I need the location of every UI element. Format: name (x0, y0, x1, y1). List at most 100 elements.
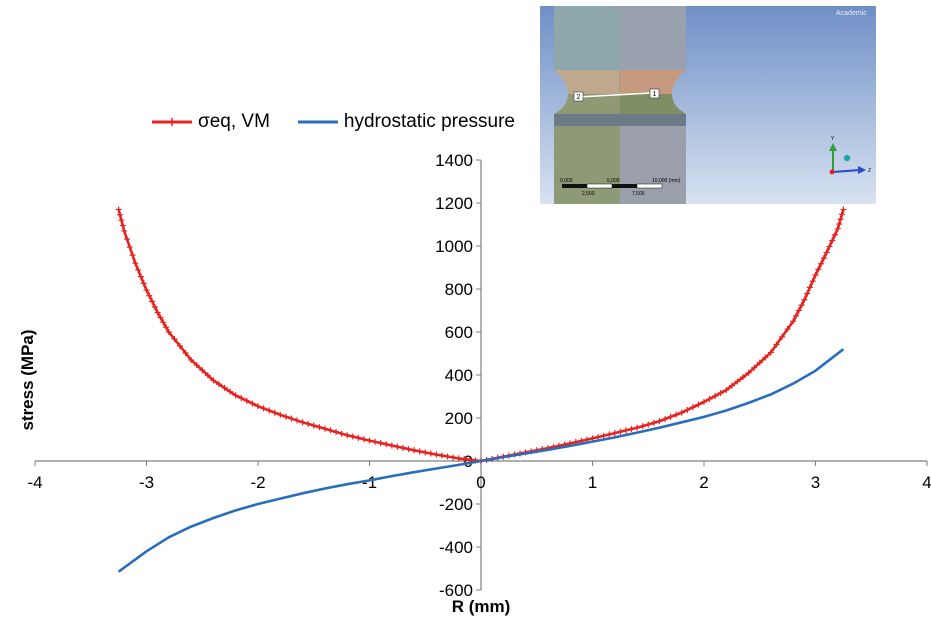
series-marker-0 (157, 314, 164, 321)
scale-seg-4 (636, 183, 663, 189)
scale-seg-1 (562, 184, 587, 188)
y-tick-label: 1000 (435, 237, 473, 256)
probe-path (577, 92, 653, 98)
series-marker-0 (673, 411, 680, 418)
series-marker-0 (717, 390, 724, 397)
scale-label-10: 10,000 (mm) (652, 178, 681, 184)
series-marker-0 (751, 364, 758, 371)
triad-x-point (829, 169, 835, 175)
scale-seg-2 (586, 183, 613, 189)
series-marker-0 (143, 287, 150, 294)
series-marker-0 (792, 312, 799, 319)
y-tick-label: 200 (445, 409, 473, 428)
series-marker-0 (684, 406, 691, 413)
x-axis-title: R (mm) (452, 597, 511, 616)
lower-left-block (554, 126, 620, 204)
legend: σeq, VM hydrostatic pressure (150, 111, 515, 133)
legend-item-vm: σeq, VM (150, 111, 270, 133)
x-tick-label: 4 (922, 473, 931, 492)
series-marker-0 (163, 324, 170, 331)
legend-label-hydro: hydrostatic pressure (343, 111, 515, 132)
series-marker-0 (734, 378, 741, 385)
series-marker-0 (154, 309, 161, 316)
series-marker-0 (243, 397, 250, 404)
probe-marker-2 (573, 91, 584, 102)
series-marker-0 (149, 298, 156, 305)
series-marker-0 (840, 206, 847, 213)
series-marker-0 (678, 409, 685, 416)
x-tick-label: 1 (588, 473, 597, 492)
series-marker-0 (137, 273, 144, 280)
series-marker-0 (804, 290, 811, 297)
series-marker-0 (656, 418, 663, 425)
series-marker-0 (140, 280, 147, 287)
series-marker-0 (818, 260, 825, 267)
series-marker-0 (299, 419, 306, 426)
series-marker-0 (433, 451, 440, 458)
series-marker-0 (767, 349, 774, 356)
series-marker-0 (132, 260, 139, 267)
series-marker-0 (394, 443, 401, 450)
y-tick-label: 400 (445, 366, 473, 385)
series-marker-0 (823, 249, 830, 256)
upper-left-block (554, 6, 620, 70)
series-marker-0 (377, 440, 384, 447)
series-marker-0 (438, 452, 445, 459)
series-marker-0 (255, 403, 261, 410)
series-marker-0 (118, 217, 125, 224)
series-marker-0 (383, 441, 390, 448)
series-marker-0 (639, 423, 646, 430)
series-marker-0 (837, 216, 844, 223)
series-marker-0 (360, 436, 367, 443)
series-marker-0 (606, 431, 613, 438)
x-tick-label: 3 (811, 473, 820, 492)
triad-origin-sphere (843, 154, 851, 162)
series-marker-0 (321, 425, 328, 432)
series-marker-0 (829, 237, 836, 244)
scale-seg-3 (612, 184, 637, 188)
series-marker-0 (826, 243, 833, 250)
y-tick-label: -400 (439, 538, 473, 557)
series-marker-0 (801, 296, 808, 303)
series-marker-0 (366, 437, 373, 444)
series-marker-0 (282, 413, 289, 420)
upper-right-block (620, 6, 686, 70)
series-marker-0 (723, 387, 730, 394)
series-marker-0 (706, 395, 713, 402)
series-marker-0 (600, 432, 607, 439)
series-marker-0 (288, 415, 295, 422)
probe-marker-1 (649, 88, 660, 99)
series-marker-0 (832, 231, 839, 238)
series-marker-0 (388, 442, 395, 449)
series-marker-0 (232, 392, 239, 399)
series-marker-0 (779, 333, 786, 340)
series-marker-0 (455, 455, 462, 462)
series-marker-0 (188, 356, 195, 363)
series-marker-0 (812, 272, 819, 279)
series-marker-0 (238, 395, 245, 402)
y-tick-label: 1200 (435, 194, 473, 213)
series-marker-0 (349, 433, 356, 440)
scale-label-5: 5,000 (607, 178, 620, 184)
series-marker-0 (115, 206, 122, 213)
y-tick-label: 0 (464, 452, 473, 471)
series-marker-0 (634, 424, 641, 431)
series-marker-0 (617, 428, 624, 435)
y-tick-label: 800 (445, 280, 473, 299)
series-marker-0 (622, 427, 629, 434)
series-marker-0 (310, 422, 317, 429)
series-marker-0 (762, 354, 769, 361)
series-marker-0 (836, 220, 843, 227)
y-axis-title: stress (MPa) (18, 329, 37, 430)
series-marker-0 (193, 362, 200, 369)
scale-label-2500: 2,500 (582, 191, 595, 197)
triad-z-label: Z (868, 168, 871, 174)
series-marker-0 (815, 266, 822, 273)
series-marker-0 (405, 446, 412, 453)
series-marker-0 (745, 369, 752, 376)
series-marker-0 (645, 421, 652, 428)
y-tick-label: 1400 (435, 151, 473, 170)
probe-label-1: 1 (653, 91, 657, 98)
series-line-1 (117, 348, 845, 573)
legend-item-hydro: hydrostatic pressure (296, 111, 515, 133)
